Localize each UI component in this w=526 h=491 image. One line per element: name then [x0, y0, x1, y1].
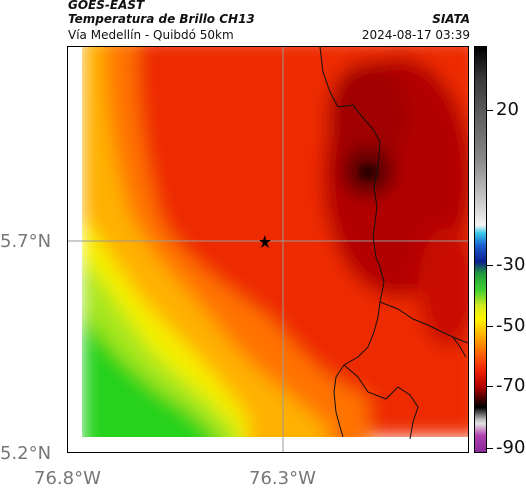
channel-title: Temperatura de Brillo CH13 — [68, 12, 255, 26]
colorbar — [474, 46, 487, 453]
timestamp-label: 2024-08-17 03:39 — [361, 28, 470, 42]
colorbar-label: -70 — [496, 375, 526, 396]
longitude-label: 76.8°W — [34, 468, 101, 489]
no-data-strip — [68, 47, 82, 452]
department-border-se — [452, 336, 467, 358]
colorbar-tick — [487, 110, 493, 111]
brightness-temperature-map[interactable] — [67, 46, 469, 453]
agency-label: SIATA — [432, 12, 470, 26]
temperature-field — [82, 47, 468, 452]
department-border-south — [343, 364, 419, 440]
product-title: GOES-EAST — [68, 0, 145, 12]
longitude-label: 76.3°W — [249, 468, 316, 489]
colorbar-label: -30 — [496, 254, 526, 275]
convective-core — [359, 164, 377, 180]
colorbar-label: 20 — [496, 99, 519, 120]
colorbar-label: -90 — [496, 437, 526, 458]
colorbar-label: -50 — [496, 315, 526, 336]
colorbar-tick — [487, 265, 493, 266]
colorbar-tick — [487, 326, 493, 327]
route-subtitle: Vía Medellín - Quibdó 50km — [68, 28, 234, 42]
map-canvas — [68, 47, 468, 452]
latitude-label: 5.2°N — [0, 443, 52, 464]
colorbar-tick — [487, 386, 493, 387]
no-data-strip-bottom — [68, 437, 468, 452]
colorbar-tick — [487, 448, 493, 449]
department-border — [319, 47, 385, 438]
latitude-label: 5.7°N — [0, 231, 52, 252]
star-icon — [259, 235, 271, 248]
